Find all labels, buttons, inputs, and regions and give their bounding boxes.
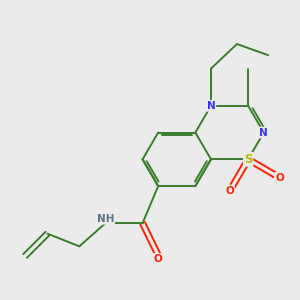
Text: S: S [244,153,252,166]
Text: O: O [275,173,284,183]
Text: N: N [260,128,268,137]
Text: O: O [225,185,234,196]
Text: N: N [207,101,215,111]
Text: O: O [154,254,163,264]
Text: NH: NH [97,214,114,224]
